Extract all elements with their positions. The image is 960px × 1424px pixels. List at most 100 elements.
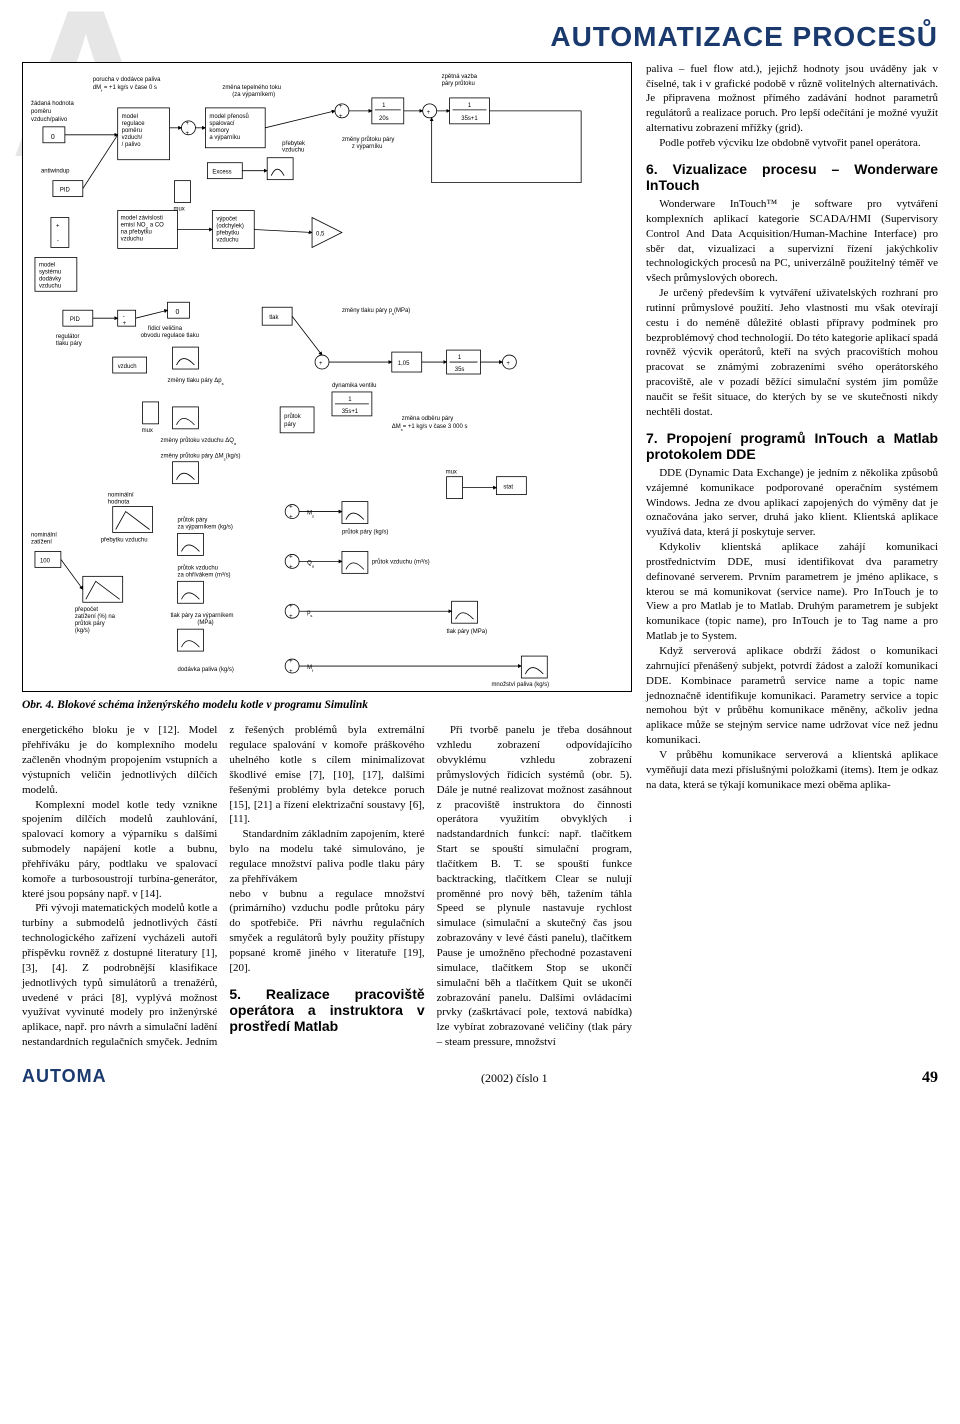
lbl-prutok-vz-ohr: průtok vzduchu: [177, 564, 217, 571]
para-r8: V průběhu komunikace serverová a klients…: [646, 748, 938, 793]
svg-text:tlaku páry: tlaku páry: [56, 341, 82, 347]
svg-text:0,5: 0,5: [316, 231, 325, 237]
svg-text:páry průtoku: páry průtoku: [442, 80, 475, 87]
category-header: AUTOMATIZACE PROCESŮ: [22, 18, 938, 56]
svg-text:průtok páry: průtok páry: [75, 620, 105, 627]
svg-text:+: +: [289, 604, 293, 610]
lbl-dynamika: dynamika ventilu: [332, 383, 376, 389]
lbl-ridici: řídicí veličina: [148, 326, 183, 332]
lbl-nominalni-zat: nominální: [31, 532, 57, 538]
svg-text:systému: systému: [39, 269, 61, 275]
svg-text:+: +: [289, 504, 293, 510]
svg-text:poměru: poměru: [31, 109, 51, 115]
svg-text:0: 0: [175, 309, 179, 316]
svg-text:/ palivo: / palivo: [122, 142, 142, 148]
para-r4: Je určený především k vytváření uživatel…: [646, 286, 938, 420]
lbl-zmeny-prutoku-pary2: změny průtoku páry ΔMs(kg/s): [161, 453, 241, 461]
svg-text:-: -: [123, 314, 125, 320]
svg-text:regulace: regulace: [122, 121, 146, 127]
svg-text:20s: 20s: [379, 116, 389, 122]
sum-reg: [118, 310, 136, 326]
mux-2: [143, 402, 159, 424]
lbl-antiwindup: antiwindup: [41, 168, 70, 174]
sec7-head: 7. Propojení programů InTouch a Matlab p…: [646, 430, 938, 462]
block-prepocet: [83, 576, 123, 602]
scope-out-ms: [342, 501, 368, 523]
svg-text:spalovací: spalovací: [209, 121, 235, 127]
para-l2: Komplexní model kotle tedy vznikne spoje…: [22, 798, 217, 902]
svg-text:komory: komory: [209, 128, 229, 134]
lbl-out-qa: průtok vzduchu (m³/s): [372, 558, 430, 565]
lbl-out-ps: tlak páry (MPa): [447, 629, 487, 635]
svg-text:-: -: [57, 238, 59, 244]
lbl-out-mf: množství paliva (kg/s): [491, 682, 549, 688]
para-r7: Když serverová aplikace obdrží žádost o …: [646, 644, 938, 748]
svg-text:mux: mux: [446, 469, 457, 475]
mux-1: [175, 180, 191, 202]
svg-text:1,05: 1,05: [398, 361, 410, 367]
scope-excess: [267, 158, 293, 180]
svg-text:zatížení (%) na: zatížení (%) na: [75, 614, 116, 620]
para-l5: nebo v bubnu a regulace množství (primár…: [229, 887, 424, 976]
svg-text:vzduchu: vzduchu: [121, 236, 143, 242]
svg-text:dodávky: dodávky: [39, 276, 61, 282]
scope-out-qa: [342, 551, 368, 573]
para-r3: Wonderware InTouch™ je software pro vytv…: [646, 197, 938, 286]
svg-text:tlak: tlak: [269, 315, 278, 321]
svg-text:vzduchu: vzduchu: [282, 148, 304, 154]
svg-text:vzduchu: vzduchu: [39, 283, 61, 289]
svg-text:vzduch/: vzduch/: [122, 135, 143, 141]
svg-text:(MPa): (MPa): [197, 620, 213, 626]
svg-text:0: 0: [51, 134, 55, 141]
lbl-nominalni-preb: nominální: [108, 492, 134, 498]
svg-text:výpočet: výpočet: [216, 216, 237, 222]
svg-text:(odchylek): (odchylek): [216, 223, 244, 229]
para-l1: energetického bloku je v [12]. Model pře…: [22, 723, 217, 797]
svg-text:dMf = +1 kg/s v čase 0 s: dMf = +1 kg/s v čase 0 s: [93, 85, 157, 93]
para-r2: Podle potřeb výcviku lze obdobně vytvoři…: [646, 136, 938, 151]
svg-text:35s: 35s: [455, 367, 465, 373]
sum-pm: [51, 217, 69, 247]
scope-ms: [173, 462, 199, 484]
lbl-prepocet: přepočet: [75, 607, 99, 613]
svg-text:+: +: [289, 514, 293, 520]
para-l6: Při tvorbě panelu je třeba dosáhnout vzh…: [437, 723, 632, 1050]
svg-text:+: +: [185, 131, 189, 137]
scope-out-ps: [452, 601, 478, 623]
scope-qa: [173, 407, 199, 429]
para-l4: Standardním základním zapojením, které b…: [229, 827, 424, 886]
footer-page-num: 49: [922, 1067, 938, 1089]
lbl-zmena-odberu: změna odběru páry: [402, 416, 453, 422]
svg-text:+: +: [289, 564, 293, 570]
svg-text:PID: PID: [70, 317, 81, 323]
svg-text:průtok: průtok: [284, 413, 301, 420]
svg-text:poměru: poměru: [122, 128, 142, 134]
simulink-diagram: porucha v dodávce paliva dMf = +1 kg/s v…: [22, 62, 632, 692]
para-r6: Kdykoliv klientská aplikace zahájí komun…: [646, 540, 938, 644]
svg-text:přebytku: přebytku: [216, 230, 239, 236]
svg-text:obvodu regulace tlaku: obvodu regulace tlaku: [141, 333, 199, 339]
svg-text:vzduch/palivo: vzduch/palivo: [31, 117, 68, 123]
svg-text:vzduchu: vzduchu: [216, 237, 238, 243]
svg-text:+: +: [506, 361, 510, 367]
svg-text:+: +: [185, 121, 189, 127]
svg-text:+: +: [339, 104, 343, 110]
footer-issue: (2002) číslo 1: [481, 1070, 548, 1086]
lbl-zmeny-prutoku-pary: změny průtoku páry: [342, 136, 394, 143]
svg-text:(kg/s): (kg/s): [75, 628, 90, 634]
svg-text:100: 100: [40, 558, 51, 564]
para-r5: DDE (Dynamic Data Exchange) je jedním z …: [646, 466, 938, 540]
svg-text:a výparníku: a výparníku: [209, 135, 240, 141]
svg-text:model: model: [39, 262, 55, 268]
svg-text:za výparníkem (kg/s): za výparníkem (kg/s): [177, 524, 232, 530]
svg-text:přebytku vzduchu: přebytku vzduchu: [101, 537, 148, 543]
svg-text:ΔMs= +1 kg/s v čase 3 000 s: ΔMs= +1 kg/s v čase 3 000 s: [392, 424, 468, 432]
svg-text:z výparníku: z výparníku: [352, 144, 383, 150]
lbl-zmena-tepel: změna tepelného toku: [222, 85, 281, 91]
lbl-zadana: žádaná hodnota: [31, 101, 74, 107]
svg-text:za ohřívákem (m³/s): za ohřívákem (m³/s): [177, 572, 230, 578]
scope-out-mf: [521, 656, 547, 678]
scope-mp: [177, 533, 203, 555]
lbl-zmeny-tlaku-ps: změny tlaku páry Δps: [168, 378, 224, 386]
svg-text:+: +: [56, 223, 60, 229]
